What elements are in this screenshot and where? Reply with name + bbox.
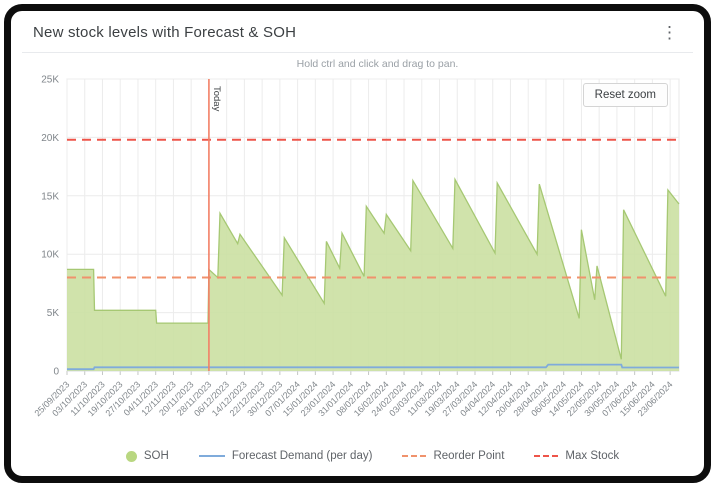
y-axis-label: 20K: [41, 133, 59, 144]
kebab-menu-icon[interactable]: ⋮: [661, 22, 678, 42]
pan-hint-text: Hold ctrl and click and drag to pan.: [296, 58, 459, 70]
legend-item-max-stock[interactable]: Max Stock: [534, 450, 619, 462]
y-axis-label: 5K: [47, 308, 60, 319]
legend-label: Forecast Demand (per day): [231, 450, 373, 462]
legend-label: Reorder Point: [433, 450, 505, 462]
soh-swatch-icon: [125, 450, 137, 462]
card-header: New stock levels with Forecast & SOH ⋮: [11, 11, 704, 52]
legend-item-forecast-demand[interactable]: Forecast Demand (per day): [198, 450, 373, 462]
forecast-demand-line: [67, 363, 679, 371]
reset-zoom-button[interactable]: Reset zoom: [582, 83, 668, 107]
y-axis-label: 0: [53, 367, 59, 378]
today-label: Today: [211, 86, 222, 112]
window-frame: New stock levels with Forecast & SOH ⋮ H…: [4, 4, 711, 483]
y-axis-label: 10K: [41, 250, 59, 261]
chart-legend: SOH Forecast Demand (per day) Reorder Po…: [41, 450, 704, 462]
soh-area-edge: [67, 176, 680, 360]
max-stock-dash-swatch-icon: [534, 455, 559, 457]
chart-title: New stock levels with Forecast & SOH: [33, 24, 297, 41]
legend-label: SOH: [143, 450, 169, 462]
stock-levels-chart[interactable]: 25/09/202303/10/202311/10/202319/10/2023…: [13, 71, 703, 443]
chart-area: 25/09/2023 03/10/2023 11/10/2023 19/10/2023…: [13, 71, 700, 448]
y-axis-label: 25K: [41, 75, 59, 86]
legend-item-reorder-point[interactable]: Reorder Point: [402, 450, 504, 462]
y-axis-label: 15K: [41, 191, 59, 202]
legend-item-soh[interactable]: SOH: [125, 450, 169, 462]
reorder-dash-swatch-icon: [402, 455, 427, 457]
header-divider: [22, 52, 693, 53]
legend-label: Max Stock: [565, 450, 620, 462]
forecast-line-swatch-icon: [198, 455, 225, 457]
